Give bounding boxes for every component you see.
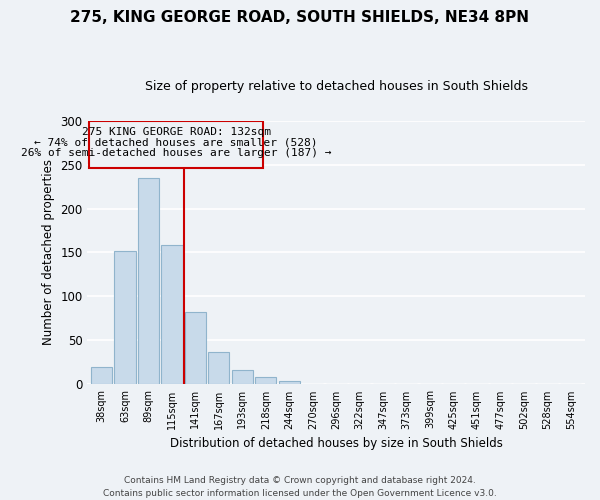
Bar [91,367,112,384]
Bar [185,312,206,384]
Text: 275 KING GEORGE ROAD: 132sqm: 275 KING GEORGE ROAD: 132sqm [82,126,271,136]
Bar [279,381,300,384]
X-axis label: Distribution of detached houses by size in South Shields: Distribution of detached houses by size … [170,437,503,450]
Bar [89,120,263,168]
Bar [161,246,182,384]
Text: 275, KING GEORGE ROAD, SOUTH SHIELDS, NE34 8PN: 275, KING GEORGE ROAD, SOUTH SHIELDS, NE… [71,10,530,25]
Text: ← 74% of detached houses are smaller (528): ← 74% of detached houses are smaller (52… [34,138,318,147]
Text: 26% of semi-detached houses are larger (187) →: 26% of semi-detached houses are larger (… [21,148,331,158]
Title: Size of property relative to detached houses in South Shields: Size of property relative to detached ho… [145,80,528,93]
Bar [138,178,159,384]
Text: Contains HM Land Registry data © Crown copyright and database right 2024.
Contai: Contains HM Land Registry data © Crown c… [103,476,497,498]
Bar [232,370,253,384]
Y-axis label: Number of detached properties: Number of detached properties [42,160,55,346]
Bar [255,376,277,384]
Bar [115,250,136,384]
Bar [208,352,229,384]
